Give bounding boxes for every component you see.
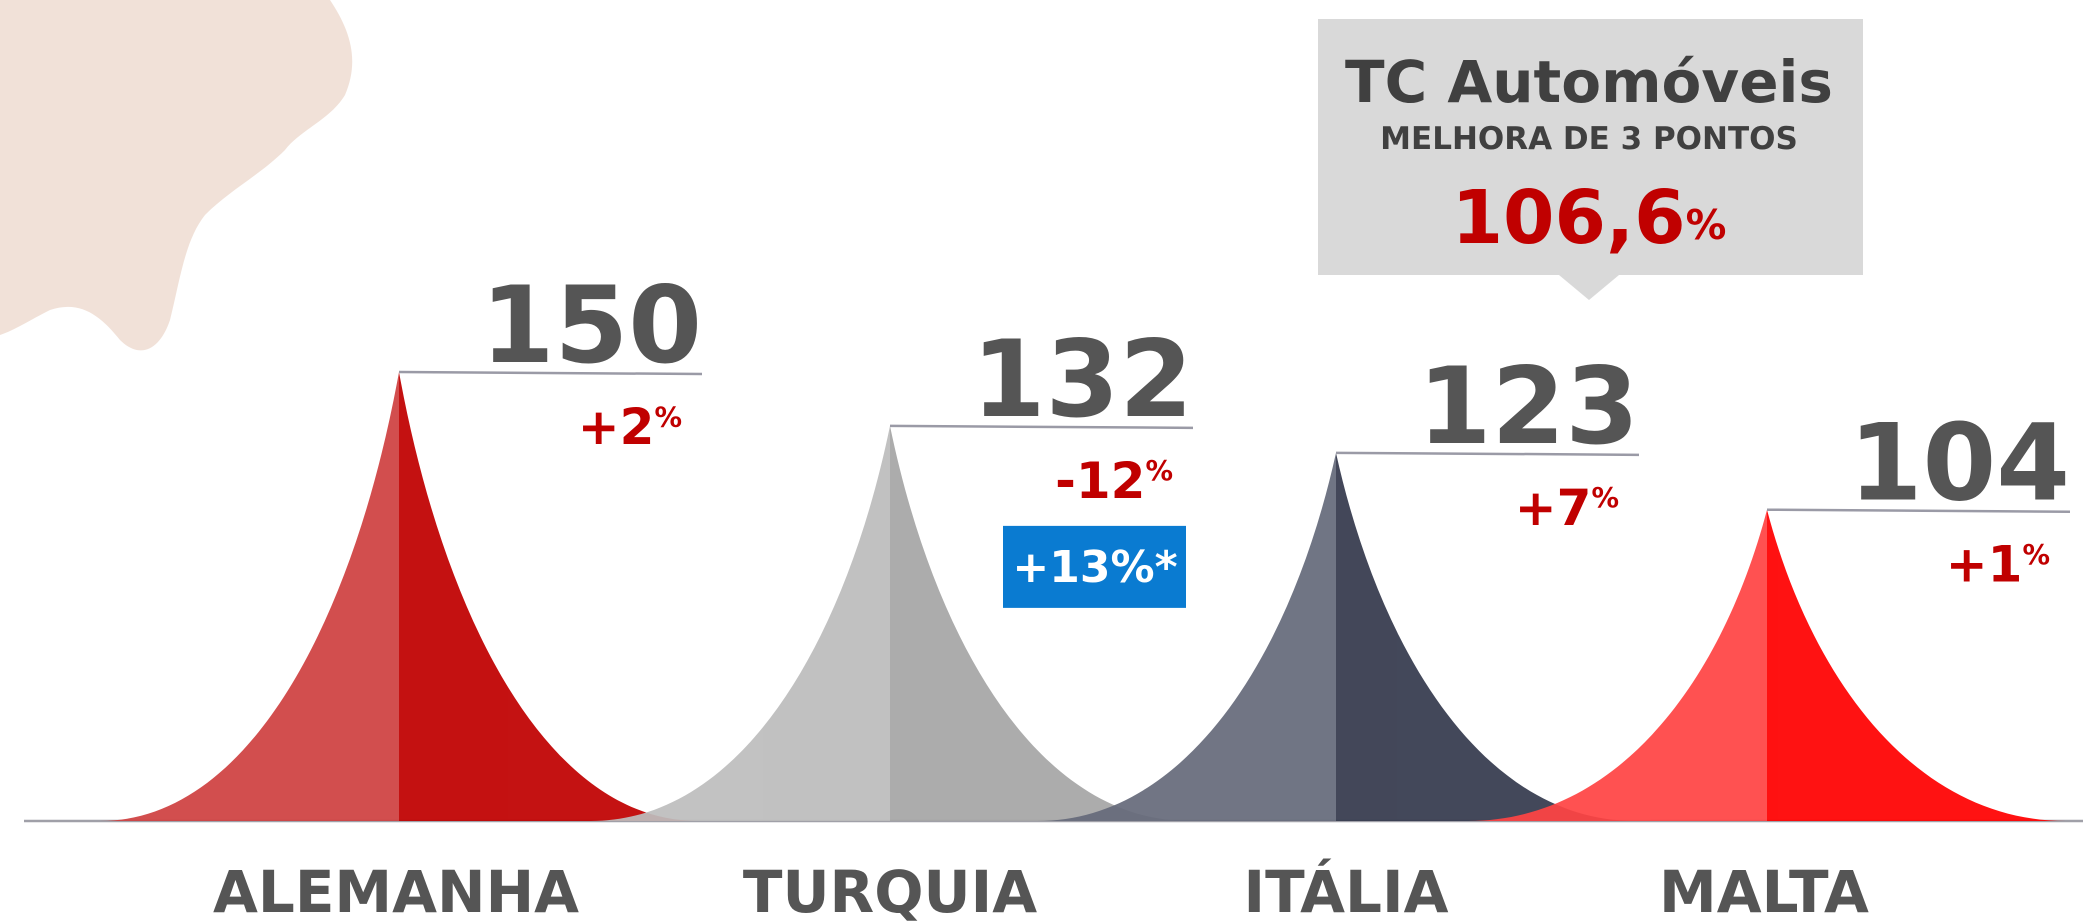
peak-left: [1037, 452, 1336, 821]
leader-line: [1766, 508, 2071, 513]
peak: [1037, 452, 1635, 821]
badge: [1003, 525, 1186, 608]
category-label: ALEMANHA: [213, 858, 579, 922]
callout-value: 106,6%: [1452, 175, 1727, 261]
change-label: -12%: [1055, 452, 1173, 510]
change-label: +1%: [1946, 536, 2050, 594]
callout-subtitle: MELHORA DE 3 PONTOS: [1380, 121, 1798, 157]
callout-pointer: [1559, 275, 1619, 300]
peak-left: [100, 372, 399, 821]
map-background: [0, 0, 353, 351]
leader-line: [398, 370, 703, 376]
badge-label: +13%*: [1012, 542, 1177, 593]
peak-right: [399, 372, 698, 821]
peak-left: [591, 425, 890, 821]
value-label: 150: [481, 264, 702, 387]
callout-title: TC Automóveis: [1345, 48, 1833, 116]
peak-left: [1468, 509, 1767, 821]
value-label: 123: [1418, 345, 1639, 468]
peak: [100, 372, 698, 821]
callout-box: [1318, 19, 1863, 275]
callout: TC Automóveis MELHORA DE 3 PONTOS 106,6%: [1318, 19, 1863, 300]
value-label: 104: [1849, 402, 2070, 525]
category-label: MALTA: [1659, 858, 1869, 922]
peak-right: [1336, 452, 1635, 821]
peak-right: [1767, 509, 2066, 821]
category-label: ITÁLIA: [1244, 857, 1449, 922]
peak: [1468, 509, 2066, 821]
change-label: +7%: [1515, 479, 1619, 537]
value-label: 132: [972, 318, 1193, 441]
change-label: +2%: [578, 398, 682, 456]
peak: [591, 425, 1189, 821]
category-label: TURQUIA: [743, 858, 1037, 922]
leader-line: [889, 424, 1194, 430]
peak-right: [890, 425, 1189, 821]
leader-line: [1335, 451, 1640, 457]
